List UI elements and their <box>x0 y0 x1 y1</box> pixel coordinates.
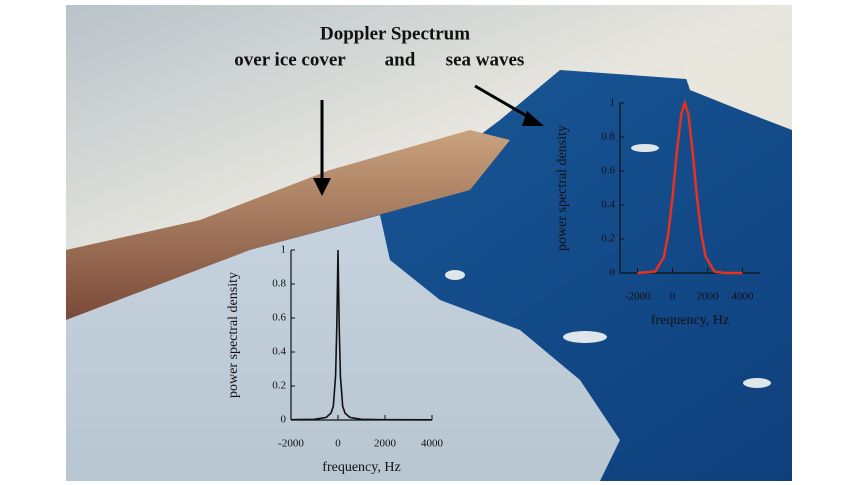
slide-label: sea waves <box>446 49 525 70</box>
y-tick-label: 1 <box>610 97 616 109</box>
y-tick-label: 0 <box>281 414 287 426</box>
y-tick-label: 0.6 <box>601 165 615 177</box>
y-tick-label: 0.2 <box>601 233 615 245</box>
y-tick-label: 0.8 <box>601 131 615 143</box>
x-tick-label: 2000 <box>697 291 720 303</box>
arrows <box>313 84 544 196</box>
y-tick-label: 0.4 <box>272 346 286 358</box>
x-tick-label: 2000 <box>374 438 397 450</box>
y-tick-label: 0.2 <box>272 380 286 392</box>
y-tick-label: 1 <box>281 244 287 256</box>
x-tick-label: 0 <box>670 291 676 303</box>
slide-label: over ice cover <box>234 49 346 70</box>
header: Doppler Spectrum over ice cover and sea … <box>234 23 524 70</box>
photo <box>66 5 792 481</box>
y-axis-label: power spectral density <box>555 125 570 251</box>
slide-label: and <box>385 49 416 70</box>
spectrum-line <box>637 98 743 275</box>
y-tick-label: 0.8 <box>272 278 286 290</box>
x-tick-label: -2000 <box>625 291 651 303</box>
y-tick-label: 0.6 <box>272 312 286 324</box>
y-tick-label: 0 <box>610 267 616 279</box>
x-tick-label: 0 <box>335 438 341 450</box>
x-axis-label: frequency, Hz <box>322 460 400 475</box>
spectrum-line <box>290 249 433 421</box>
x-axis-label: frequency, Hz <box>651 313 729 328</box>
x-tick-label: -2000 <box>278 438 304 450</box>
x-tick-label: 4000 <box>421 438 444 450</box>
y-axis-label: power spectral density <box>226 272 241 398</box>
y-tick-label: 0.4 <box>601 199 615 211</box>
x-tick-label: 4000 <box>732 291 755 303</box>
slide-title: Doppler Spectrum <box>320 23 470 44</box>
